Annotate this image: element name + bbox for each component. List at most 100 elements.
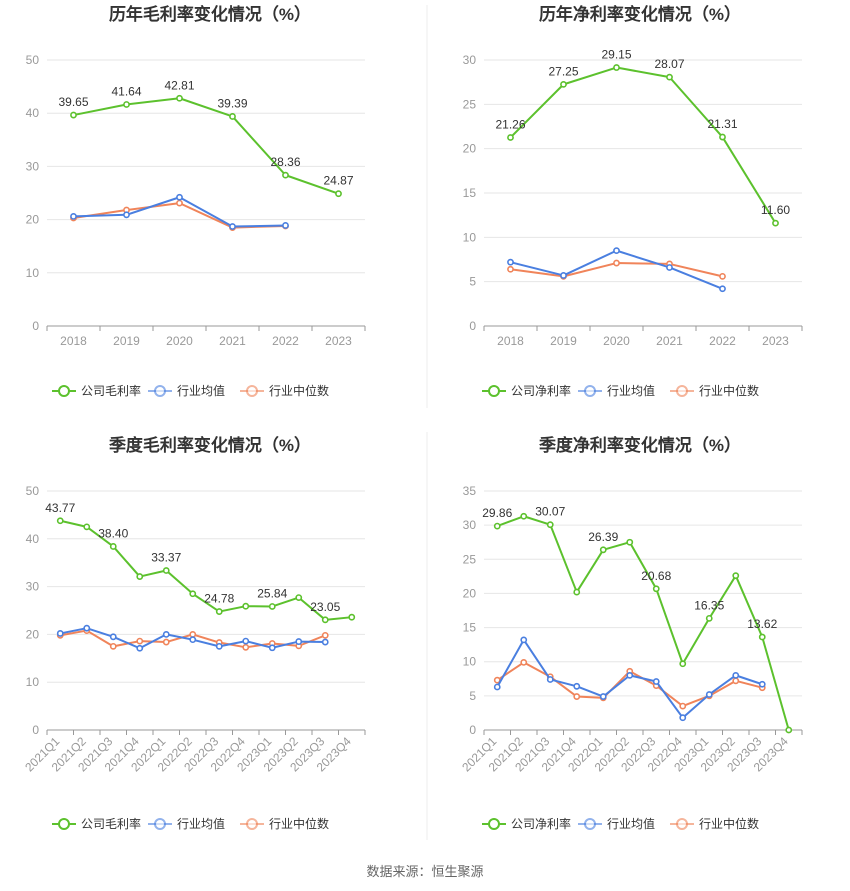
- data-point: [679, 714, 687, 722]
- data-point: [573, 682, 581, 690]
- series-line: [496, 515, 790, 731]
- data-label: 25.84: [257, 586, 287, 600]
- data-point: [613, 247, 620, 255]
- data-label: 41.64: [111, 84, 141, 98]
- data-point: [242, 602, 250, 610]
- x-tick-label: 2022: [272, 334, 299, 348]
- y-tick-label: 10: [26, 266, 40, 280]
- data-label: 30.07: [535, 505, 565, 519]
- legend: 公司毛利率 行业均值 行业中位数: [52, 816, 329, 831]
- data-point: [719, 272, 726, 280]
- y-tick-label: 5: [469, 275, 476, 289]
- legend: 公司毛利率 行业均值 行业中位数: [52, 383, 329, 398]
- data-label: 29.86: [482, 506, 512, 520]
- data-label: 20.68: [641, 569, 671, 583]
- legend-swatch-marker: [246, 385, 258, 397]
- legend-label: 行业中位数: [269, 816, 329, 831]
- data-point: [705, 614, 713, 622]
- legend-label: 公司净利率: [511, 383, 571, 398]
- legend-item: 行业均值: [578, 816, 655, 831]
- data-point: [679, 660, 687, 668]
- legend-swatch-marker: [584, 385, 596, 397]
- x-tick-label: 2022: [709, 334, 736, 348]
- data-source-note: 数据来源：恒生聚源: [366, 864, 483, 879]
- data-label: 42.81: [164, 78, 194, 92]
- legend-item: 公司净利率: [482, 383, 571, 398]
- data-point: [268, 603, 276, 610]
- data-point: [560, 272, 567, 279]
- series-industry-avg: [493, 636, 766, 722]
- data-point: [109, 642, 117, 650]
- legend-item: 行业中位数: [670, 383, 759, 398]
- legend-swatch-marker: [676, 385, 688, 397]
- data-point: [652, 678, 660, 685]
- y-tick-label: 30: [26, 580, 40, 594]
- data-point: [215, 608, 223, 615]
- legend: 公司净利率 行业均值 行业中位数: [482, 816, 759, 831]
- y-tick-label: 5: [469, 689, 476, 703]
- y-tick-label: 30: [26, 159, 40, 173]
- data-point: [520, 636, 528, 644]
- legend-item: 行业中位数: [240, 383, 329, 398]
- data-point: [732, 677, 740, 685]
- data-point: [109, 543, 117, 550]
- data-label: 11.60: [761, 203, 790, 217]
- y-tick-label: 0: [469, 723, 476, 737]
- data-point: [679, 702, 687, 710]
- data-label: 23.05: [310, 600, 340, 614]
- series-line: [509, 66, 777, 224]
- data-point: [215, 642, 223, 650]
- data-label: 21.31: [707, 117, 737, 131]
- data-point: [162, 638, 170, 646]
- legend-label: 行业均值: [177, 383, 225, 398]
- data-point: [507, 258, 514, 266]
- data-point: [70, 111, 77, 119]
- data-point: [189, 636, 197, 644]
- data-point: [599, 546, 607, 554]
- legend-item: 公司毛利率: [52, 816, 141, 831]
- data-point: [785, 726, 793, 734]
- data-label: 27.25: [548, 64, 578, 78]
- x-tick-label: 2023: [762, 334, 789, 348]
- x-tick-label: 2020: [166, 334, 193, 348]
- x-tick-label: 2018: [60, 334, 87, 348]
- chart-title: 历年毛利率变化情况（%）: [109, 4, 311, 24]
- data-label: 16.35: [694, 598, 724, 612]
- y-tick-label: 20: [26, 627, 40, 641]
- data-point: [652, 585, 660, 593]
- data-point: [705, 691, 713, 698]
- data-point: [719, 133, 726, 141]
- data-point: [520, 512, 528, 520]
- legend-swatch-marker: [154, 385, 166, 397]
- y-tick-label: 20: [463, 142, 477, 156]
- series-line: [73, 97, 339, 195]
- data-point: [229, 113, 236, 120]
- y-tick-label: 50: [26, 484, 40, 498]
- y-tick-label: 30: [463, 518, 477, 532]
- y-tick-label: 40: [26, 106, 40, 120]
- data-point: [321, 631, 329, 639]
- data-point: [189, 590, 197, 598]
- y-tick-label: 20: [26, 213, 40, 227]
- data-point: [732, 671, 740, 679]
- legend-item: 公司毛利率: [52, 383, 141, 398]
- chart-panel-2: 历年净利率变化情况（%） 0 5 10 15 20 25 30 2018 2019 2020 2021…: [463, 4, 803, 398]
- x-tick-label: 2020: [603, 334, 630, 348]
- data-label: 24.87: [323, 174, 353, 188]
- y-tick-label: 15: [463, 186, 477, 200]
- series-line: [60, 519, 352, 621]
- data-point: [613, 259, 620, 267]
- legend-item: 行业均值: [148, 383, 225, 398]
- data-point: [321, 638, 329, 646]
- data-point: [520, 658, 528, 666]
- legend-swatch-marker: [488, 818, 500, 830]
- data-point: [83, 624, 91, 632]
- data-point: [189, 631, 197, 638]
- data-point: [493, 676, 501, 684]
- data-point: [123, 101, 130, 108]
- data-label: 28.36: [270, 155, 300, 169]
- data-point: [176, 94, 183, 102]
- x-tick-label: 2019: [113, 334, 140, 348]
